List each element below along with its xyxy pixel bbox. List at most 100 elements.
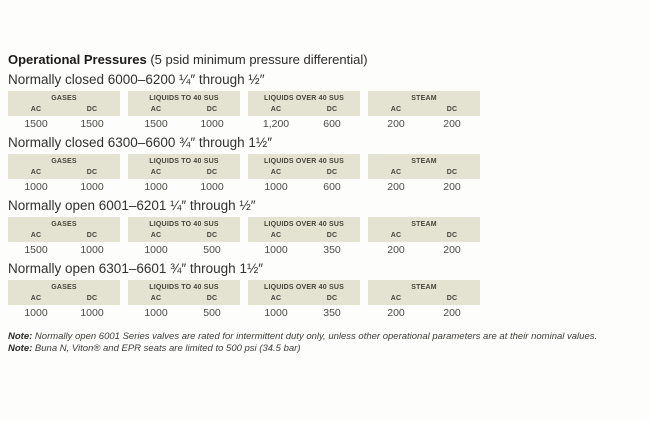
value-dc: 1000 — [200, 181, 224, 193]
table-block-liquids-to-40-sus: LIQUIDS TO 40 SUS AC DC 1000 500 — [128, 217, 240, 256]
column-group-label: STEAM — [411, 221, 437, 228]
value-ac: 1000 — [144, 244, 168, 256]
pressure-table: GASES AC DC 1500 1500 LIQUIDS TO 40 SUS — [8, 91, 645, 130]
value-row: 200 200 — [368, 305, 480, 319]
table-block-liquids-over-40-sus: LIQUIDS OVER 40 SUS AC DC 1000 350 — [248, 280, 360, 319]
subcolumn-dc: DC — [86, 232, 98, 239]
subcolumn-dc: DC — [206, 169, 218, 176]
value-ac: 200 — [387, 181, 405, 193]
subcolumn-row: AC DC — [8, 167, 120, 178]
subcolumn-dc: DC — [206, 295, 218, 302]
value-dc: 500 — [203, 307, 221, 319]
subcolumn-dc: DC — [326, 106, 338, 113]
note-label: Note: — [8, 343, 33, 354]
value-ac: 1,200 — [262, 118, 290, 130]
subcolumn-row: AC DC — [128, 104, 240, 115]
subcolumn-dc: DC — [86, 106, 98, 113]
column-group-label: LIQUIDS TO 40 SUS — [149, 221, 219, 228]
column-group-label: LIQUIDS TO 40 SUS — [149, 158, 219, 165]
subcolumn-ac: AC — [390, 169, 402, 176]
section-heading: Normally open 6001–6201 ¼″ through ½″ — [8, 198, 256, 213]
value-row: 1000 600 — [248, 179, 360, 193]
value-row: 1500 1000 — [8, 242, 120, 256]
subcolumn-dc: DC — [206, 106, 218, 113]
subcolumn-row: AC DC — [248, 230, 360, 241]
value-row: 1000 1000 — [8, 179, 120, 193]
subcolumn-ac: AC — [30, 106, 42, 113]
subcolumn-row: AC DC — [128, 167, 240, 178]
note-intermittent-duty: Note: Normally open 6001 Series valves a… — [8, 331, 645, 343]
subcolumn-row: AC DC — [128, 230, 240, 241]
subcolumn-ac: AC — [30, 169, 42, 176]
subcolumn-ac: AC — [150, 295, 162, 302]
subcolumn-row: AC DC — [248, 104, 360, 115]
column-header-band: GASES AC DC — [8, 154, 120, 179]
value-row: 1500 1000 — [128, 116, 240, 130]
value-dc: 600 — [323, 118, 341, 130]
table-block-gases: GASES AC DC 1000 1000 — [8, 154, 120, 193]
column-header-band: GASES AC DC — [8, 91, 120, 116]
value-row: 1000 1000 — [8, 305, 120, 319]
subcolumn-dc: DC — [446, 232, 458, 239]
column-header-band: GASES AC DC — [8, 217, 120, 242]
subcolumn-row: AC DC — [8, 230, 120, 241]
subcolumn-ac: AC — [270, 295, 282, 302]
value-row: 1000 500 — [128, 242, 240, 256]
value-dc: 350 — [323, 244, 341, 256]
column-group-label: GASES — [51, 284, 77, 291]
subcolumn-ac: AC — [150, 106, 162, 113]
value-ac: 1000 — [264, 244, 288, 256]
column-header-band: LIQUIDS OVER 40 SUS AC DC — [248, 280, 360, 305]
page-title: Operational Pressures (5 psid minimum pr… — [8, 52, 645, 67]
subcolumn-dc: DC — [446, 169, 458, 176]
subcolumn-dc: DC — [326, 169, 338, 176]
value-dc: 1000 — [80, 307, 104, 319]
value-ac: 1000 — [264, 181, 288, 193]
column-header-band: LIQUIDS TO 40 SUS AC DC — [128, 91, 240, 116]
value-dc: 500 — [203, 244, 221, 256]
section-heading: Normally open 6301–6601 ¾″ through 1½″ — [8, 261, 263, 276]
pressure-table: GASES AC DC 1000 1000 LIQUIDS TO 40 SUS — [8, 280, 645, 319]
column-group-label: LIQUIDS TO 40 SUS — [149, 95, 219, 102]
value-ac: 1000 — [264, 307, 288, 319]
subcolumn-dc: DC — [206, 232, 218, 239]
subcolumn-dc: DC — [446, 106, 458, 113]
table-block-steam: STEAM AC DC 200 200 — [368, 217, 480, 256]
pressure-table: GASES AC DC 1500 1000 LIQUIDS TO 40 SUS — [8, 217, 645, 256]
subcolumn-row: AC DC — [8, 293, 120, 304]
column-header-band: LIQUIDS OVER 40 SUS AC DC — [248, 217, 360, 242]
value-ac: 1500 — [24, 118, 48, 130]
value-row: 1500 1500 — [8, 116, 120, 130]
subcolumn-row: AC DC — [368, 167, 480, 178]
operational-pressures-content: Operational Pressures (5 psid minimum pr… — [8, 52, 645, 355]
table-block-liquids-over-40-sus: LIQUIDS OVER 40 SUS AC DC 1,200 600 — [248, 91, 360, 130]
value-dc: 200 — [443, 181, 461, 193]
subcolumn-row: AC DC — [368, 104, 480, 115]
value-dc: 1500 — [80, 118, 104, 130]
subcolumn-ac: AC — [30, 295, 42, 302]
value-row: 1,200 600 — [248, 116, 360, 130]
subcolumn-row: AC DC — [8, 104, 120, 115]
column-header-band: LIQUIDS TO 40 SUS AC DC — [128, 217, 240, 242]
value-ac: 1000 — [24, 307, 48, 319]
column-header-band: LIQUIDS OVER 40 SUS AC DC — [248, 91, 360, 116]
table-block-steam: STEAM AC DC 200 200 — [368, 154, 480, 193]
subcolumn-row: AC DC — [368, 230, 480, 241]
subcolumn-row: AC DC — [368, 293, 480, 304]
note-text: Buna N, Viton® and EPR seats are limited… — [32, 343, 301, 354]
value-ac: 200 — [387, 307, 405, 319]
value-dc: 1000 — [80, 181, 104, 193]
subcolumn-dc: DC — [86, 295, 98, 302]
subcolumn-ac: AC — [270, 169, 282, 176]
subcolumn-ac: AC — [150, 169, 162, 176]
value-dc: 200 — [443, 307, 461, 319]
value-ac: 1500 — [144, 118, 168, 130]
subcolumn-ac: AC — [270, 232, 282, 239]
value-row: 200 200 — [368, 179, 480, 193]
column-group-label: GASES — [51, 158, 77, 165]
section-heading: Normally closed 6300–6600 ¾″ through 1½″ — [8, 135, 272, 150]
value-row: 200 200 — [368, 242, 480, 256]
column-group-label: GASES — [51, 95, 77, 102]
table-block-liquids-over-40-sus: LIQUIDS OVER 40 SUS AC DC 1000 350 — [248, 217, 360, 256]
value-dc: 1000 — [80, 244, 104, 256]
